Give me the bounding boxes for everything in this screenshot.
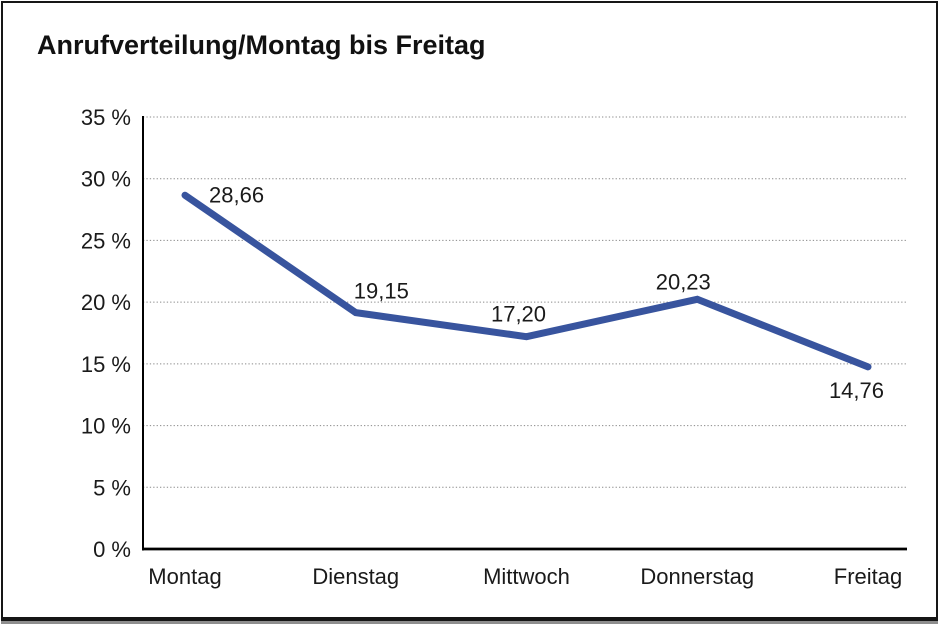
y-tick-label: 0 % [93,537,131,562]
data-point-label: 20,23 [656,269,711,294]
y-tick-label: 5 % [93,475,131,500]
x-tick-label: Montag [148,564,221,589]
x-tick-label: Mittwoch [483,564,570,589]
series-line-anrufverteilung [181,191,872,371]
x-tick-label: Dienstag [312,564,399,589]
chart-frame [1,1,938,621]
y-tick-label: 25 % [81,228,131,253]
data-point-label: 28,66 [209,182,264,207]
y-tick-label: 15 % [81,352,131,377]
y-tick-label: 10 % [81,414,131,439]
data-point-label: 19,15 [354,279,409,304]
data-point-label: 14,76 [829,378,884,403]
y-tick-label: 30 % [81,167,131,192]
y-tick-label: 35 % [81,105,131,130]
data-point-label: 17,20 [491,302,546,327]
y-tick-label: 20 % [81,290,131,315]
x-tick-label: Freitag [834,564,902,589]
x-tick-label: Donnerstag [640,564,754,589]
chart-title: Anrufverteilung/Montag bis Freitag [37,30,486,60]
